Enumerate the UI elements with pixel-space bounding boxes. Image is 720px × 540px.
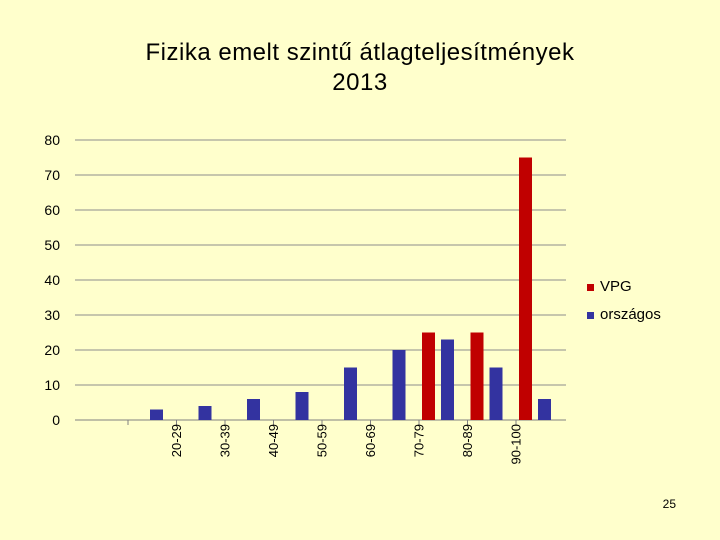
x-tick-label: 70-79 — [411, 424, 426, 457]
bar-orszgos — [392, 350, 406, 420]
bar-orszgos — [344, 367, 357, 420]
bar-vpg — [422, 332, 435, 420]
bar-orszgos — [441, 339, 454, 420]
x-tick-label: 30-39 — [217, 424, 232, 457]
bar-orszgos — [489, 367, 503, 420]
x-tick-label: 20-29 — [169, 424, 184, 457]
y-tick-label: 40 — [44, 272, 60, 288]
y-tick-label: 60 — [44, 202, 60, 218]
bar-vpg — [519, 157, 532, 420]
bar-orszgos — [538, 399, 551, 420]
chart-title: Fizika emelt szintű átlagteljesítmények … — [0, 38, 720, 98]
legend-label: VPG — [600, 278, 632, 295]
x-tick-label: 40-49 — [266, 424, 281, 457]
y-tick-label: 30 — [44, 307, 60, 323]
bar-orszgos — [198, 406, 212, 420]
y-tick-label: 20 — [44, 342, 60, 358]
legend-swatch — [587, 312, 594, 319]
bar-orszgos — [150, 409, 163, 420]
chart-title-line1: Fizika emelt szintű átlagteljesítmények — [145, 39, 575, 66]
x-tick-label: 50-59 — [314, 424, 329, 457]
x-tick-label: 60-69 — [363, 424, 378, 457]
bar-orszgos — [295, 392, 309, 420]
y-tick-label: 0 — [52, 412, 60, 428]
y-tick-label: 10 — [44, 377, 60, 393]
bar-vpg — [470, 332, 484, 420]
page-number: 25 — [662, 497, 676, 511]
chart-title-line2: 2013 — [332, 69, 388, 96]
y-tick-label: 80 — [44, 132, 60, 148]
y-tick-label: 50 — [44, 237, 60, 253]
y-tick-label: 70 — [44, 167, 60, 183]
bar-orszgos — [247, 399, 260, 420]
legend-swatch — [587, 284, 594, 291]
x-tick-label: 90-100 — [508, 424, 523, 464]
x-tick-label: 80-89 — [460, 424, 475, 457]
legend-label: országos — [600, 306, 661, 323]
